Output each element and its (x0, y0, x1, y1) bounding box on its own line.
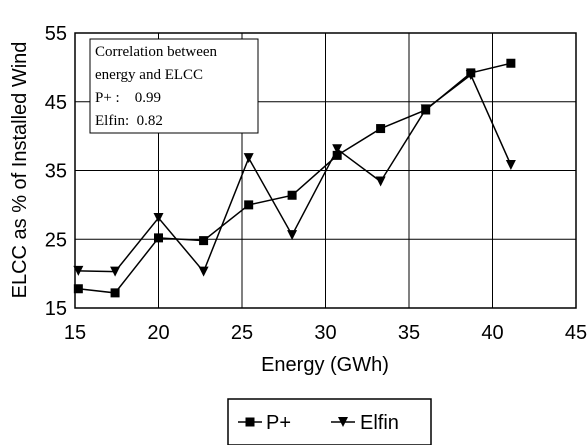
elfin-data-point (332, 144, 343, 155)
legend-elfin-marker (338, 417, 348, 427)
annotation-line-2: energy and ELCC (95, 67, 203, 83)
correlation-annotation-box: Correlation between energy and ELCC P+ :… (89, 38, 259, 134)
elfin-data-point (243, 153, 254, 164)
y-tick-label: 45 (45, 92, 67, 114)
elfin-data-point (198, 266, 209, 277)
annotation-line-1: Correlation between (95, 44, 218, 60)
p-data-point (154, 233, 163, 243)
y-tick-label: 15 (45, 298, 67, 320)
p-data-point (506, 58, 516, 68)
y-tick-label: 35 (45, 161, 67, 183)
annotation-line-3: P+ : 0.99 (95, 90, 161, 106)
elfin-data-point (375, 176, 386, 187)
x-tick-label: 25 (231, 322, 253, 344)
x-tick-label: 15 (64, 322, 86, 344)
p-data-point (287, 190, 297, 200)
elfin-data-point (73, 265, 84, 276)
series-markers (73, 58, 516, 298)
y-tick-label: 55 (45, 23, 67, 45)
elfin-data-point (153, 212, 164, 223)
annotation-line-4: Elfin: 0.82 (95, 113, 163, 129)
axis-tick-labels: 15 20 25 30 35 40 45 15 25 35 45 55 (45, 23, 587, 344)
p-data-point (73, 284, 83, 294)
y-axis-label: ELCC as % of Installed Wind (9, 42, 31, 299)
legend-elfin-label: Elfin (360, 412, 399, 434)
x-tick-label: 45 (565, 322, 587, 344)
legend-p-plus-marker (245, 417, 255, 427)
p-data-point (244, 200, 254, 210)
elfin-data-point (465, 69, 476, 80)
x-tick-label: 40 (481, 322, 503, 344)
plot-area-frame (74, 32, 577, 309)
elfin-data-point (420, 104, 431, 115)
elfin-data-point (505, 160, 516, 170)
p-data-point (110, 288, 120, 298)
x-axis-label: Energy (GWh) (261, 354, 389, 376)
y-tick-label: 25 (45, 229, 67, 251)
annotation-box-frame (89, 38, 259, 134)
elfin-data-point (287, 230, 298, 241)
legend-p-plus-label: P+ (266, 412, 291, 434)
p-data-point (376, 124, 386, 134)
x-tick-label: 20 (147, 322, 169, 344)
p-data-point (199, 236, 209, 246)
p-data-point (332, 150, 342, 160)
legend: P+ Elfin (227, 398, 432, 445)
elfin-data-point (110, 266, 121, 277)
x-tick-label: 30 (314, 322, 336, 344)
x-tick-label: 35 (398, 322, 420, 344)
